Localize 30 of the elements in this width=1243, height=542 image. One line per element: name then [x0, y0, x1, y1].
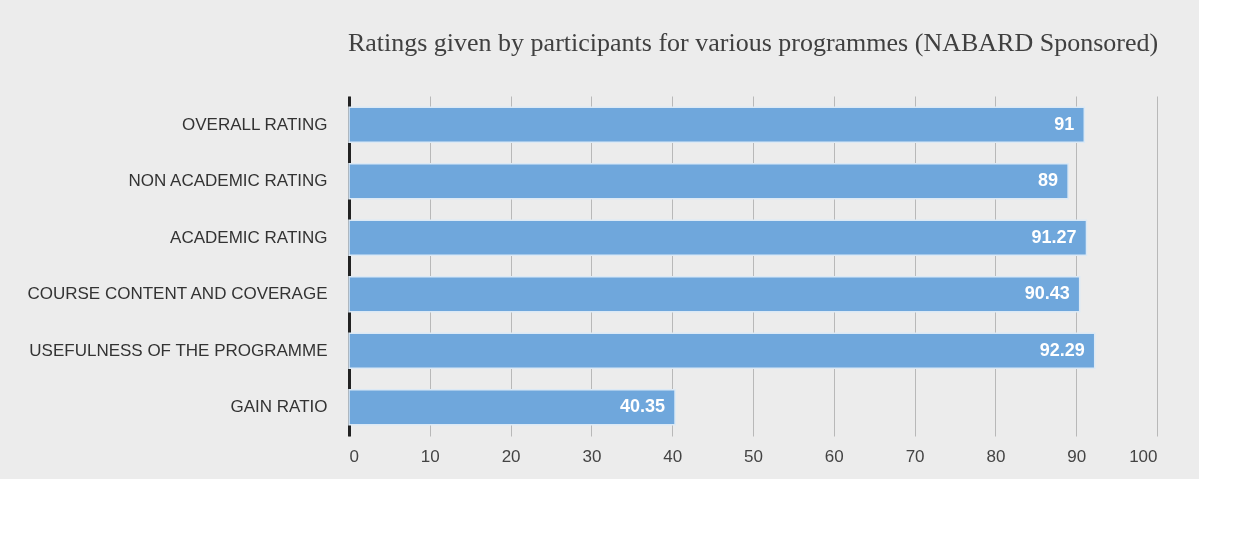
x-tick-label: 90 — [1067, 446, 1087, 466]
bar — [348, 275, 1081, 313]
y-tick-label: GAIN RATIO — [230, 397, 328, 417]
y-tick-label: ACADEMIC RATING — [170, 227, 328, 247]
data-label: 89 — [1038, 170, 1059, 191]
x-tick-label: 100 — [1129, 446, 1158, 466]
x-tick-label: 30 — [582, 446, 602, 466]
y-tick-label: USEFULNESS OF THE PROGRAMME — [29, 340, 328, 360]
y-tick-label: OVERALL RATING — [182, 114, 328, 134]
y-tick-label: COURSE CONTENT AND COVERAGE — [27, 284, 328, 304]
data-label: 40.35 — [619, 396, 666, 417]
x-tick-label: 50 — [744, 446, 763, 466]
x-tick-label: 20 — [501, 446, 521, 466]
x-tick-label: 80 — [986, 446, 1006, 466]
x-tick-label: 10 — [420, 446, 440, 466]
bar — [348, 388, 676, 426]
data-label: 90.43 — [1024, 283, 1070, 304]
x-tick-label: 60 — [824, 446, 844, 466]
bar — [348, 163, 1069, 200]
chart-title: Ratings given by participants for various programmes (NABARD Sponsored) — [347, 28, 1159, 57]
bar — [348, 332, 1096, 369]
data-label: 91.27 — [1031, 226, 1077, 247]
x-tick-label: 0 — [349, 446, 359, 466]
x-tick-label: 70 — [905, 446, 925, 466]
data-label: 92.29 — [1039, 339, 1085, 360]
y-tick-label: NON ACADEMIC RATING — [128, 171, 328, 191]
data-label: 91 — [1054, 113, 1075, 134]
bar — [348, 219, 1088, 257]
bar — [348, 106, 1086, 144]
x-tick-label: 40 — [663, 446, 683, 466]
